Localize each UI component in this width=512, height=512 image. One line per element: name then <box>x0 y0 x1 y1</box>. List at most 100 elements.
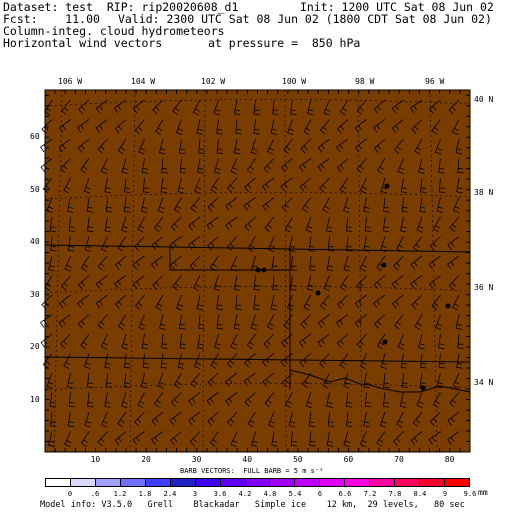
wind-barb <box>270 119 277 135</box>
axis-ticks <box>44 90 471 453</box>
wind-barb <box>58 138 71 153</box>
wind-barb <box>67 236 75 252</box>
wind-barb <box>214 333 221 350</box>
wind-barb <box>447 236 460 251</box>
wind-barb <box>189 255 201 271</box>
wind-barb <box>391 119 404 134</box>
wind-barb <box>97 255 108 271</box>
wind-barb <box>50 236 57 252</box>
colorbar-tick-label: 3.6 <box>213 490 227 498</box>
wind-barb <box>420 177 427 193</box>
wind-barb <box>100 158 108 175</box>
wind-barb <box>280 333 293 348</box>
wind-barb <box>418 158 425 174</box>
wind-barb <box>152 99 164 115</box>
colorbar-tick-label: 2.4 <box>163 490 177 498</box>
wind-barb <box>438 177 446 193</box>
wind-barb <box>391 294 404 309</box>
wind-barb <box>411 119 423 134</box>
wind-barb <box>159 314 166 330</box>
wind-barb <box>58 294 71 309</box>
wind-barb <box>207 411 219 426</box>
wind-barb <box>376 333 386 350</box>
wind-barb <box>400 177 408 194</box>
wind-barb <box>438 158 445 174</box>
wind-barb <box>117 411 127 428</box>
wind-barb <box>356 158 367 174</box>
wind-barb <box>78 99 90 115</box>
wind-barb <box>95 294 108 309</box>
wind-barb <box>121 216 128 233</box>
wind-barb <box>401 372 409 388</box>
wind-barb <box>114 119 127 134</box>
colorbar-swatch <box>95 479 121 486</box>
model-info-label: Model info: V3.5.0 Grell Blackadar Simpl… <box>40 500 465 510</box>
field1-label: Column-integ. cloud hydrometeors <box>3 24 225 38</box>
fcst-label: Fcst: 11.00 <box>3 12 100 26</box>
x-tick-label: 70 <box>394 455 404 464</box>
wind-barb <box>137 216 145 233</box>
wind-barb <box>190 197 201 213</box>
wind-barb <box>132 255 145 270</box>
wind-barb <box>40 314 53 328</box>
wind-barb <box>270 294 277 311</box>
wind-barb <box>419 197 427 213</box>
wind-barb <box>80 158 90 174</box>
wind-barb <box>247 236 256 252</box>
wind-barb <box>400 353 408 369</box>
wind-barb <box>66 372 74 389</box>
wind-barb <box>132 99 145 114</box>
colorbar-tick-label: 0 <box>67 490 73 498</box>
wind-barb <box>169 411 182 426</box>
wind-barb <box>77 138 90 153</box>
wind-barb <box>327 411 335 427</box>
wind-barb <box>317 314 330 329</box>
wind-barb <box>49 392 57 408</box>
wind-barb <box>198 314 205 330</box>
wind-barb <box>397 158 405 175</box>
colorbar-swatch <box>345 479 371 486</box>
wind-barb <box>253 99 260 115</box>
wind-barb <box>188 216 201 231</box>
wind-barb <box>399 216 407 233</box>
wind-barb <box>325 216 333 233</box>
wind-barb <box>170 216 182 232</box>
wind-barb <box>172 99 182 116</box>
wind-barb <box>153 216 164 233</box>
wind-barb <box>455 314 462 330</box>
wind-barb <box>451 119 460 136</box>
wind-barb <box>123 372 131 389</box>
wind-barb <box>307 99 314 116</box>
wind-barb <box>267 236 275 253</box>
wind-barb <box>58 119 71 134</box>
lon-label: 102 W <box>201 77 226 86</box>
wind-barb <box>354 314 367 328</box>
wind-barb <box>356 99 367 115</box>
wind-barb <box>262 372 275 387</box>
wind-barb <box>319 353 330 368</box>
wind-barb <box>117 236 127 252</box>
wind-barb <box>48 255 55 272</box>
wind-barb <box>153 392 164 408</box>
wind-barb <box>364 216 372 232</box>
wind-barb <box>76 119 90 133</box>
wind-barb <box>173 372 182 389</box>
wind-barb <box>429 275 441 290</box>
wind-barb <box>235 294 242 310</box>
wind-barb <box>339 177 349 194</box>
wind-barb <box>280 177 293 192</box>
wind-barb <box>197 333 204 350</box>
wind-barb <box>305 392 313 409</box>
wind-barb <box>284 392 293 408</box>
wind-barb <box>438 353 446 369</box>
wind-barb <box>196 119 203 135</box>
wind-barb <box>216 119 223 135</box>
wind-barb <box>262 197 275 212</box>
wind-barb <box>169 236 182 250</box>
wind-barb <box>299 177 312 192</box>
wind-barb <box>198 138 205 154</box>
wind-barb <box>95 99 108 114</box>
wind-barb <box>363 411 370 428</box>
wind-barb <box>299 158 312 172</box>
